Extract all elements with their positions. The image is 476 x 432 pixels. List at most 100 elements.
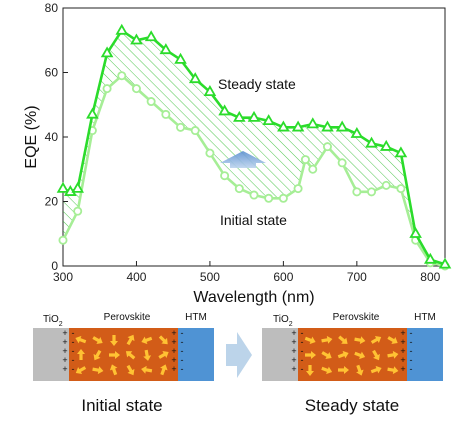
series-line — [62, 29, 446, 266]
ion-arrows — [304, 335, 399, 376]
data-point — [379, 139, 393, 151]
data-point — [365, 136, 378, 148]
negative-charge: - — [410, 364, 413, 374]
improvement-arrow-icon — [220, 151, 266, 168]
data-point — [262, 114, 275, 126]
data-point — [394, 146, 408, 158]
data-point — [220, 171, 230, 181]
negative-charge: - — [181, 328, 184, 338]
ion-arrow-icon — [321, 366, 333, 375]
positive-charge: + — [171, 337, 176, 347]
x-axis-ticks: 300 400 500 600 700 800 — [53, 261, 441, 284]
htm-label: HTM — [185, 312, 207, 323]
data-point — [86, 107, 99, 119]
negative-charge: - — [301, 355, 304, 365]
eqe-chart: 300 400 500 600 700 800 0 20 40 60 80 Steady stat… — [23, 1, 452, 306]
positive-charge: + — [291, 364, 296, 374]
data-point — [277, 120, 290, 132]
data-point — [278, 193, 288, 203]
ion-arrow-icon — [158, 351, 169, 359]
data-point — [234, 184, 244, 194]
positive-charge: + — [291, 328, 296, 338]
data-point — [438, 257, 452, 269]
y-tick-label: 40 — [45, 130, 59, 144]
device-schematic-initial: TiO2 Perovskite HTM +++++-----+++++-----… — [33, 312, 214, 415]
data-point — [188, 72, 202, 84]
series-steady-state — [56, 23, 452, 269]
data-point — [58, 235, 68, 245]
negative-charge: - — [301, 346, 304, 356]
ion-arrow-icon — [109, 351, 120, 359]
positive-charge: + — [400, 337, 405, 347]
ion-arrow-icon — [387, 350, 399, 359]
positive-charge: + — [400, 355, 405, 365]
data-point — [321, 120, 334, 132]
positive-charge: + — [62, 355, 67, 365]
ion-arrows — [75, 334, 169, 376]
ion-arrow-icon — [354, 351, 366, 360]
data-point — [130, 33, 143, 45]
data-point — [308, 164, 318, 174]
ion-arrow-icon — [75, 366, 87, 374]
data-point — [350, 126, 364, 138]
data-point — [146, 97, 156, 107]
ion-arrow-icon — [372, 349, 380, 361]
ion-arrow-icon — [337, 350, 349, 359]
data-point — [218, 104, 231, 116]
tio2-layer — [262, 328, 298, 381]
data-point — [174, 52, 187, 64]
data-point — [293, 184, 303, 194]
negative-charge: - — [72, 355, 75, 365]
data-point — [335, 120, 349, 132]
data-point — [381, 180, 391, 190]
caption-steady-state: Steady state — [305, 396, 400, 415]
data-point — [424, 252, 437, 264]
positive-charge: + — [171, 346, 176, 356]
data-point — [249, 190, 259, 200]
y-tick-label: 80 — [45, 1, 59, 15]
negative-charge: - — [72, 346, 75, 356]
interface-charges: +++++-----+++++----- — [62, 328, 183, 374]
data-point — [300, 155, 310, 165]
negative-charge: - — [410, 337, 413, 347]
negative-charge: - — [301, 337, 304, 347]
ion-arrow-icon — [126, 334, 135, 346]
positive-charge: + — [62, 364, 67, 374]
data-point — [115, 23, 129, 35]
tio2-label: TiO2 — [273, 314, 293, 328]
data-point — [306, 117, 320, 129]
annotation-steady-state: Steady state — [218, 76, 296, 92]
data-point — [161, 109, 171, 119]
positive-charge: + — [291, 346, 296, 356]
ion-arrow-icon — [93, 349, 102, 361]
negative-charge: - — [181, 364, 184, 374]
ion-arrow-icon — [141, 336, 153, 345]
transition-arrow-icon — [226, 332, 252, 378]
data-point — [144, 30, 158, 42]
data-point — [352, 187, 362, 197]
series-layer — [56, 23, 452, 271]
negative-charge: - — [301, 328, 304, 338]
data-point — [367, 187, 377, 197]
positive-charge: + — [62, 346, 67, 356]
htm-layer — [178, 328, 214, 381]
data-point — [100, 46, 114, 58]
ion-arrow-icon — [354, 336, 366, 345]
data-point — [131, 84, 141, 94]
tio2-layer — [33, 328, 69, 381]
ion-arrow-icon — [143, 349, 152, 361]
positive-charge: + — [400, 346, 405, 356]
ion-arrow-icon — [305, 351, 316, 359]
device-schematic-steady: TiO2 Perovskite HTM +++++-----+++++-----… — [262, 312, 443, 415]
ion-arrow-icon — [370, 365, 382, 374]
positive-charge: + — [171, 364, 176, 374]
data-point — [56, 181, 70, 193]
ion-arrow-icon — [160, 364, 168, 376]
ion-arrow-icon — [126, 364, 135, 376]
series-line — [61, 74, 446, 268]
negative-charge: - — [410, 328, 413, 338]
positive-charge: + — [171, 328, 176, 338]
x-tick-label: 400 — [126, 270, 146, 284]
x-tick-label: 300 — [53, 270, 73, 284]
data-point — [233, 110, 246, 122]
